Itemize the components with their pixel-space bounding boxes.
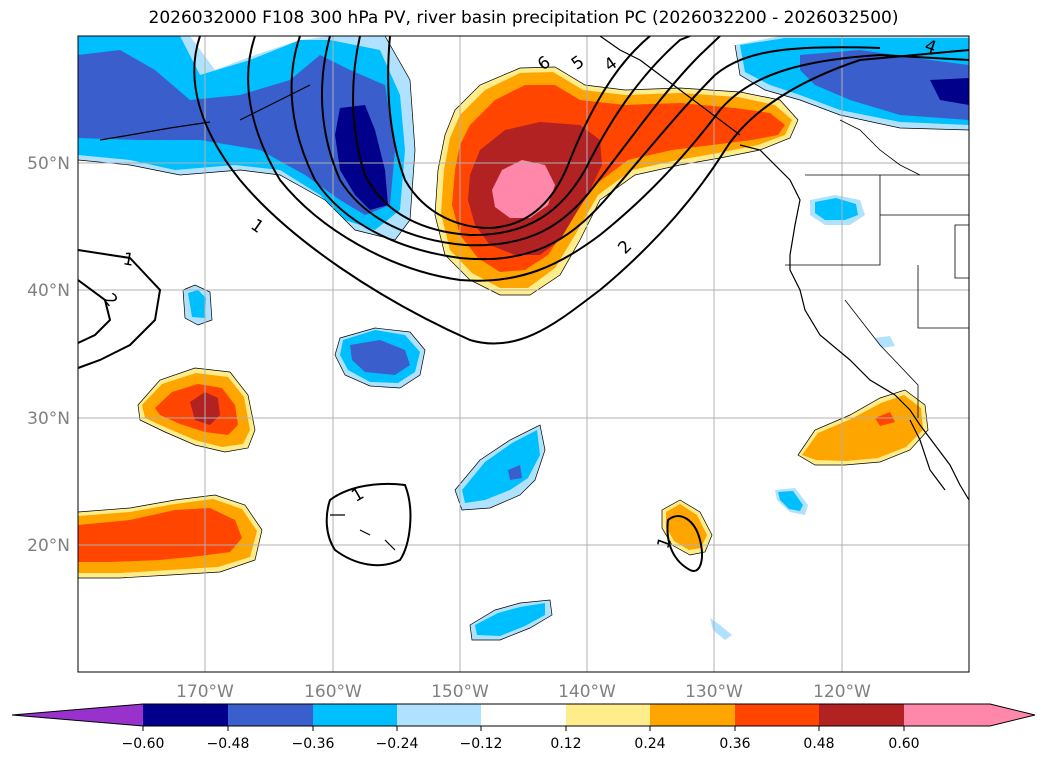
graticule [78,36,969,672]
contour-label: 2 [99,290,121,311]
colorbar-tick: 0.36 [719,736,750,752]
colorbar-tick: −0.24 [376,736,419,752]
borders [785,119,969,418]
latitude-labels: 50°N 40°N 30°N 20°N [27,154,70,556]
negative-anomaly-nw [78,36,415,240]
lat-label: 30°N [27,409,70,429]
colorbar-tick: 0.60 [888,736,919,752]
lat-label: 40°N [27,281,70,301]
colorbar-tick: 0.24 [634,736,665,752]
lat-label: 50°N [27,154,70,174]
lon-label: 130°W [685,682,743,702]
coastlines [99,36,969,551]
colorbar-tick: 0.48 [803,736,834,752]
lon-label: 140°W [558,682,616,702]
pv-contours [78,36,969,572]
colorbar-tick: −0.48 [207,736,250,752]
map-frame [77,35,970,673]
lat-label: 20°N [27,536,70,556]
colorbar-bin [228,704,313,726]
colorbar-extend-low [12,704,143,726]
colorbar-bin [819,704,904,726]
lon-label: 160°W [304,682,362,702]
colorbar-extend-high [904,704,1035,726]
colorbar-bin [313,704,397,726]
colorbar-bin [566,704,650,726]
colorbar-tick: −0.60 [122,736,165,752]
colorbar-bin [143,704,228,726]
contour-label: 1 [121,249,135,271]
contour-label: 1 [247,215,267,238]
colorbar-tick: −0.12 [460,736,503,752]
colorbar-bin [735,704,819,726]
map-title: 2026032000 F108 300 hPa PV, river basin … [148,8,899,28]
colorbar-tick: −0.36 [292,736,335,752]
positive-anomaly-subtropics [78,368,928,578]
lon-label: 120°W [813,682,871,702]
anomaly-outlines [78,36,969,641]
colorbar-bin [481,704,566,726]
contour-label: 1 [348,484,367,507]
contour-label: 5 [568,52,588,75]
contour-label: 4 [601,53,621,76]
colorbar-bin [650,704,735,726]
colorbar-bin [397,704,481,726]
contour-label: 2 [614,237,636,259]
colorbar: −0.60 −0.48 −0.36 −0.24 −0.12 0.12 0.24 … [11,703,1036,752]
longitude-labels: 170°W 160°W 150°W 140°W 130°W 120°W [176,682,871,702]
lon-label: 170°W [176,682,234,702]
lon-label: 150°W [431,682,489,702]
positive-anomaly-main [435,67,798,295]
negative-anomaly-ne [735,36,969,130]
colorbar-tick: 0.12 [550,736,581,752]
precip-field: 6 5 4 2 1 1 2 1 1 4 [78,36,969,672]
negative-anomaly-islands [183,195,895,640]
